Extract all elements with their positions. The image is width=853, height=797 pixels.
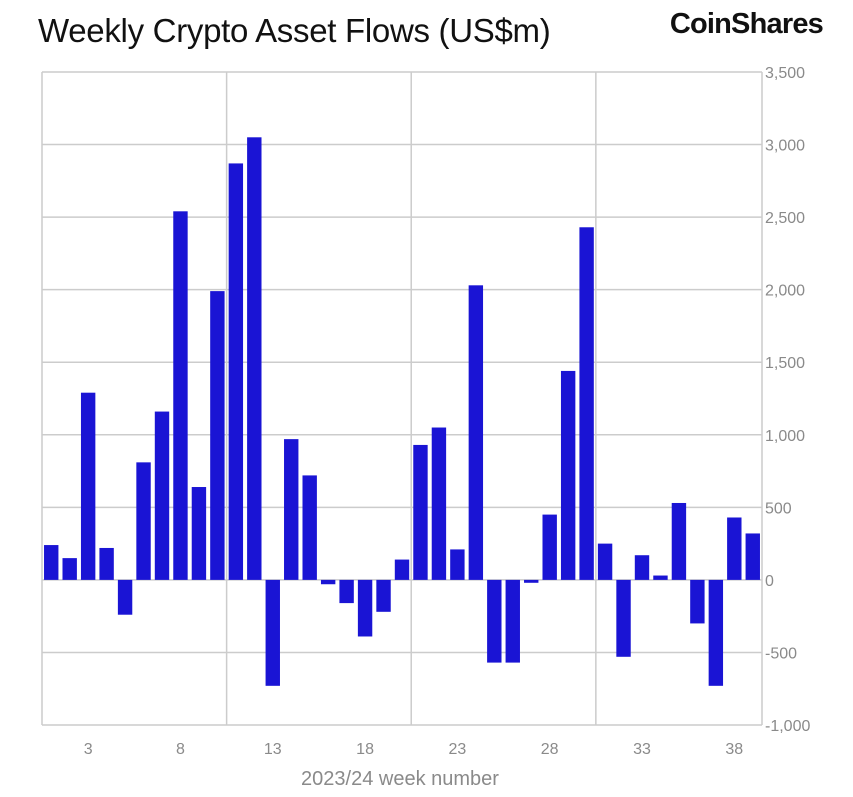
bar-week-34: [653, 575, 668, 580]
bar-week-12: [247, 137, 262, 580]
chart-title: Weekly Crypto Asset Flows (US$m): [38, 12, 551, 49]
bar-week-14: [284, 439, 299, 580]
bar-week-37: [708, 579, 724, 686]
bar-week-23: [450, 549, 465, 580]
x-tick-label: 33: [633, 741, 651, 758]
y-tick-label: 1,500: [765, 355, 805, 372]
y-tick-label: -500: [765, 645, 797, 662]
bar-week-25: [487, 579, 502, 663]
bar-week-5: [117, 579, 133, 615]
y-tick-label: 1,000: [765, 428, 805, 445]
y-tick-label: 500: [765, 500, 792, 517]
bar-week-19: [376, 579, 391, 612]
y-tick-label: 3,000: [765, 138, 805, 155]
bars: [44, 137, 760, 686]
x-tick-label: 8: [176, 741, 185, 758]
bar-week-22: [431, 427, 447, 580]
bar-week-35: [671, 502, 687, 580]
bar-week-21: [413, 444, 428, 580]
y-tick-label: 2,000: [765, 283, 805, 300]
y-tick-label: 0: [765, 573, 774, 590]
bar-week-38: [727, 517, 742, 580]
x-tick-label: 3: [84, 741, 93, 758]
y-tick-label: 3,500: [765, 65, 805, 82]
bar-week-3: [80, 392, 96, 580]
x-tick-label: 13: [264, 741, 282, 758]
bar-week-9: [191, 487, 207, 580]
bar-week-26: [505, 579, 520, 663]
gridlines: [41, 71, 763, 726]
bar-week-20: [394, 559, 410, 580]
bar-week-24: [468, 285, 484, 580]
bar-week-8: [173, 211, 188, 580]
bar-week-2: [62, 558, 77, 580]
y-tick-label: 2,500: [765, 210, 805, 227]
y-tick-label: -1,000: [765, 718, 810, 735]
bar-week-27: [524, 579, 539, 583]
coinshares-logo: CoinShares: [669, 8, 824, 40]
bar-week-29: [560, 370, 576, 580]
x-axis-title: 2023/24 week number: [301, 768, 499, 790]
x-tick-label: 23: [448, 741, 466, 758]
bar-week-10: [210, 291, 225, 580]
bar-week-36: [690, 579, 705, 624]
x-tick-label: 28: [541, 741, 559, 758]
bar-week-15: [302, 475, 317, 580]
bar-week-6: [136, 462, 151, 580]
bar-week-39: [745, 533, 760, 580]
bar-week-28: [542, 514, 557, 580]
bar-week-33: [634, 555, 650, 580]
x-tick-label: 18: [356, 741, 374, 758]
bar-week-1: [44, 545, 59, 580]
bar-week-32: [616, 579, 631, 657]
bar-week-13: [265, 579, 280, 686]
bar-week-17: [339, 579, 354, 604]
bar-week-7: [154, 411, 170, 580]
x-tick-label: 38: [725, 741, 743, 758]
y-axis-ticks: 3,500 3,000 2,500 2,000 1,500 1,000 500 0 -500 -1…: [765, 65, 810, 735]
bar-week-4: [99, 547, 114, 580]
bar-week-16: [320, 579, 336, 585]
bar-week-30: [579, 227, 594, 580]
bar-week-11: [228, 163, 244, 580]
bar-week-31: [597, 543, 613, 580]
bar-week-18: [357, 579, 373, 637]
x-axis-ticks: 3 8 13 18 23 28 33 38: [84, 741, 744, 758]
